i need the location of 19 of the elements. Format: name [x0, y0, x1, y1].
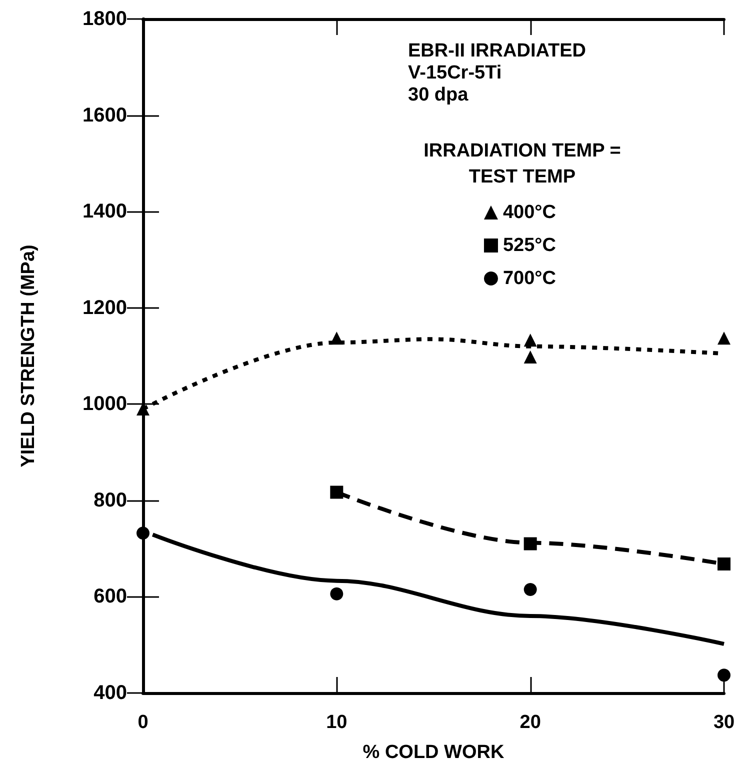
legend-label: 525°C [502, 235, 556, 256]
x-tick-label: 20 [520, 712, 541, 733]
x-tick-label: 10 [326, 712, 348, 733]
y-tick-label: 1200 [82, 296, 127, 319]
legend-label: 700°C [502, 268, 556, 289]
y-tick-label: 1400 [82, 200, 127, 223]
y-tick-label: 600 [94, 586, 127, 608]
y-tick-label: 400 [94, 682, 127, 704]
legend-title: IRRADIATION TEMP = TEST TEMP [424, 140, 621, 188]
x-tick-label: 30 [713, 712, 735, 733]
y-tick-label: 800 [94, 489, 127, 512]
x-tick-label: 0 [138, 712, 148, 733]
x-axis-title: % COLD WORK [362, 742, 504, 763]
y-tick-label: 1800 [82, 8, 127, 30]
annotation: EBR-II IRRADIATED V-15Cr-5Ti 30 dpa [408, 40, 586, 106]
y-tick-label: 1600 [82, 104, 127, 126]
y-axis-title: YIELD STRENGTH (MPa) [18, 244, 39, 468]
y-tick-label: 1000 [82, 393, 127, 416]
legend-label: 400°C [502, 202, 556, 223]
